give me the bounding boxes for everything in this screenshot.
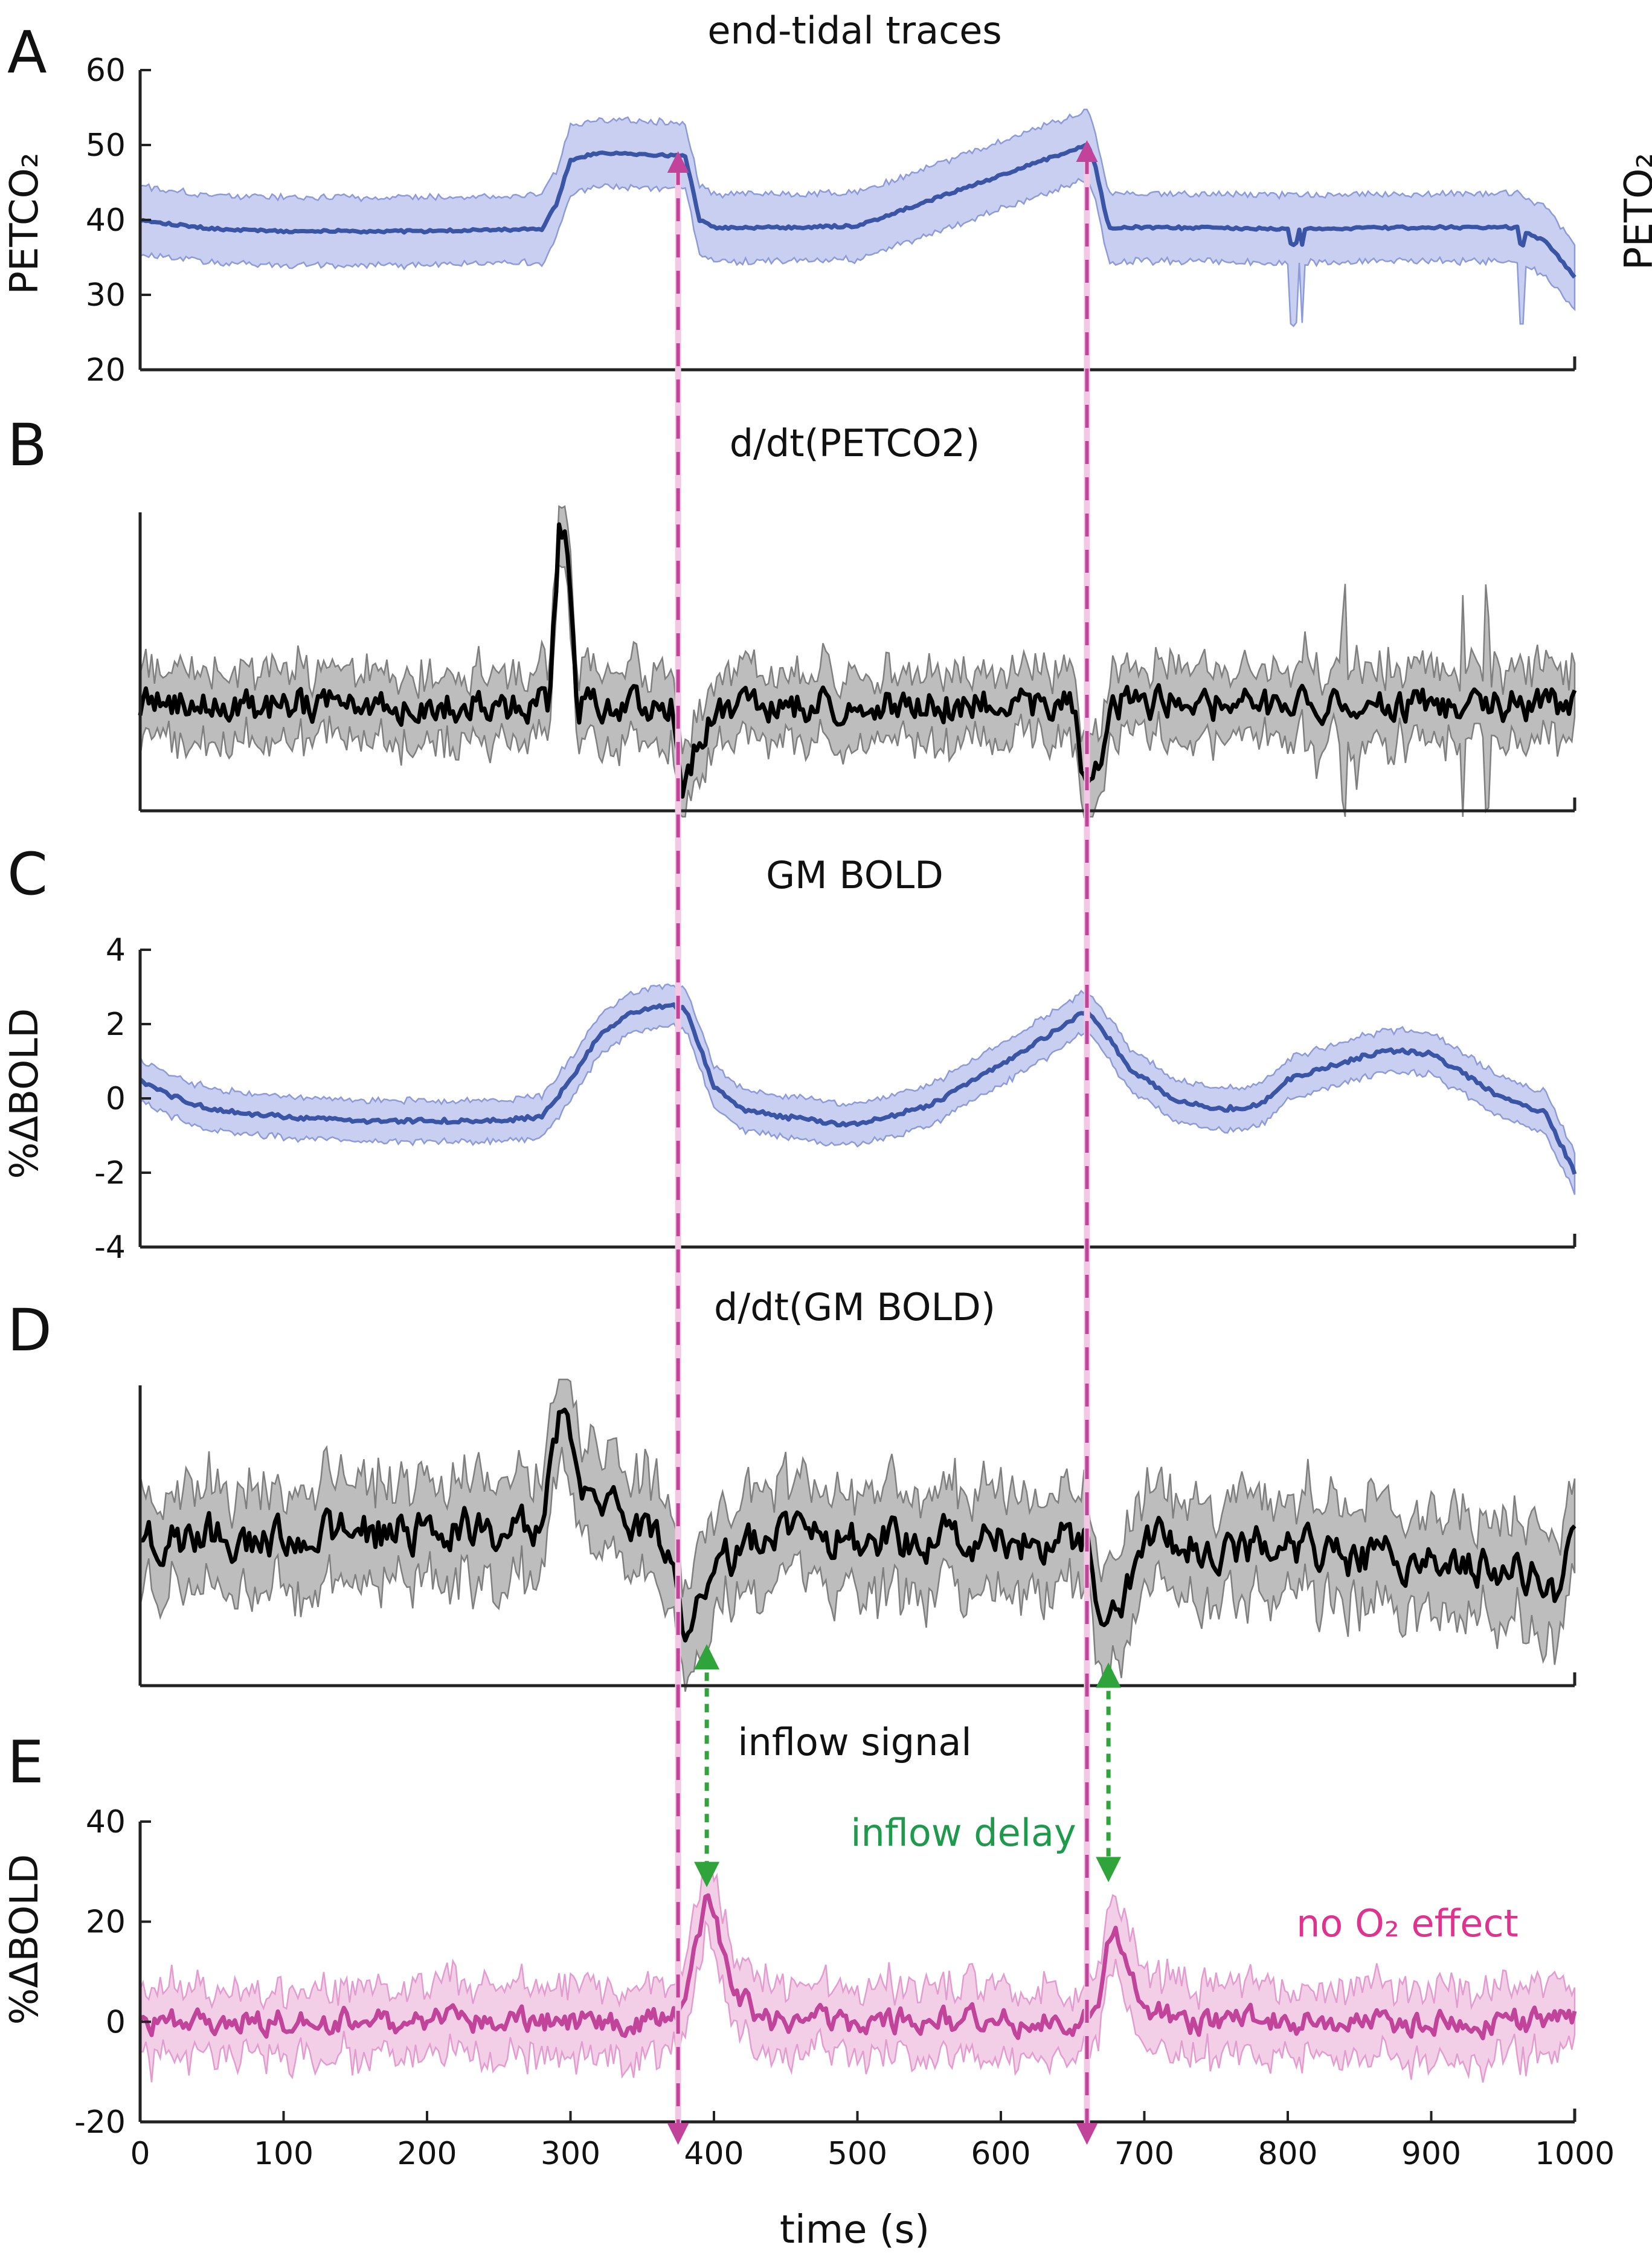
panel-a-ytick-label: 20: [86, 352, 126, 388]
panel-e-ylabel: %ΔBOLD: [2, 1854, 47, 2025]
inflow-delay-label: inflow delay: [850, 1811, 1076, 1855]
panel-d-title: d/dt(GM BOLD): [714, 1285, 995, 1329]
panel-c-ytick-label: 0: [106, 1081, 126, 1117]
panel-c-ytick-label: -2: [94, 1155, 126, 1191]
x-tick-label: 600: [971, 2136, 1030, 2172]
x-tick-label: 200: [397, 2136, 457, 2172]
panel-a-title: end-tidal traces: [707, 8, 1001, 53]
panel-c-error-band: [139, 983, 1576, 1195]
no-o2-effect-label: no O₂ effect: [1296, 1901, 1519, 1945]
panel-letter-d: D: [7, 1297, 52, 1364]
x-tick-label: 800: [1258, 2136, 1317, 2172]
x-tick-label: 500: [828, 2136, 887, 2172]
lines-layer: [138, 142, 1577, 2040]
panel-c-mean-line: [138, 1002, 1577, 1175]
panel-letter-a: A: [7, 19, 47, 86]
panel-letter-c: C: [7, 840, 48, 908]
panel-c-ytick-label: 4: [106, 932, 126, 968]
x-tick-label: 900: [1401, 2136, 1461, 2172]
panel-letter-b: B: [7, 411, 47, 479]
panel-b-error-band: [139, 505, 1576, 819]
panel-a-ytick-label: 50: [86, 127, 126, 164]
panel-e-title: inflow signal: [738, 1720, 971, 1764]
panel-a-ytick-label: 60: [86, 53, 126, 89]
x-tick-label: 700: [1114, 2136, 1174, 2172]
panel-a-ylabel: PETCO₂: [2, 152, 47, 294]
panel-b-mean-line: [138, 522, 1577, 799]
panel-a-ylabel-right: PETO₂: [1617, 153, 1652, 270]
panel-letter-e: E: [7, 1729, 44, 1796]
panel-e-error-band: [139, 1864, 1576, 2083]
bands-layer: [139, 108, 1576, 2083]
panel-b-title: d/dt(PETCO2): [730, 421, 980, 465]
x-tick-label: 100: [254, 2136, 313, 2172]
panel-d-mean-line: [140, 1407, 1576, 1643]
panel-e-ytick-label: 0: [106, 2004, 126, 2040]
panel-a-ytick-label: 40: [86, 202, 126, 239]
x-tick-label: 0: [130, 2136, 150, 2172]
x-tick-label: 400: [684, 2136, 744, 2172]
panel-e-ytick-label: -20: [74, 2104, 126, 2141]
panel-a-ytick-label: 30: [86, 277, 126, 314]
x-tick-label: 300: [541, 2136, 600, 2172]
event-markers-layer: [667, 140, 1122, 2145]
panel-a-error-band: [139, 108, 1576, 327]
panel-a-mean-line: [140, 142, 1576, 279]
panel-e-ytick-label: 40: [86, 1804, 126, 1840]
panel-d-error-band: [139, 1378, 1576, 1692]
x-axis-label: time (s): [780, 2208, 930, 2252]
panel-c-ytick-label: -4: [94, 1230, 126, 1266]
panel-c-ytick-label: 2: [106, 1007, 126, 1043]
panel-e-mean-line: [138, 1893, 1577, 2040]
x-tick-label: 1000: [1535, 2136, 1615, 2172]
panel-c-title: GM BOLD: [766, 853, 943, 897]
panel-c-ylabel: %ΔBOLD: [2, 1008, 47, 1179]
panel-e-ytick-label: 20: [86, 1904, 126, 1941]
